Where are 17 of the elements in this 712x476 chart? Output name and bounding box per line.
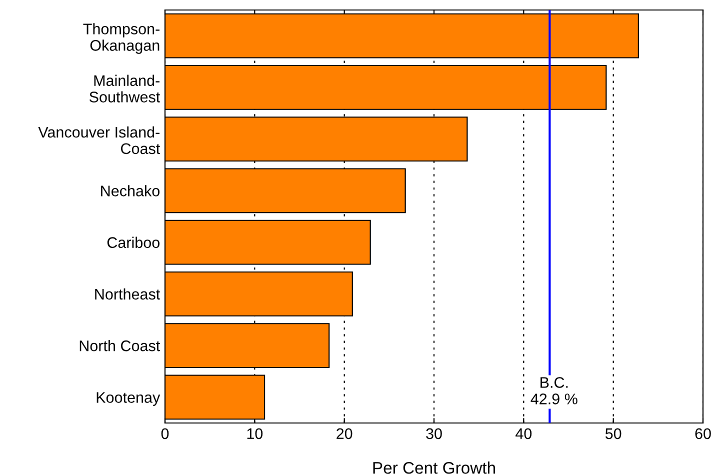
x-tick-label: 10 (247, 428, 263, 440)
x-tick-label: 50 (605, 428, 622, 440)
x-axis-title: Per Cent Growth (373, 462, 495, 474)
y-tick-label: Mainland- Southwest (90, 74, 160, 102)
x-tick-label: 40 (516, 428, 532, 440)
x-tick-label: 60 (695, 428, 711, 440)
y-tick-label: Northeast (95, 288, 160, 300)
ref-line-label: B.C. 42.9 % (530, 377, 578, 404)
x-tick-label: 30 (426, 428, 442, 440)
x-tick-label: 0 (161, 428, 169, 440)
y-tick-label: Cariboo (107, 236, 160, 248)
y-tick-label: Vancouver Island- Coast (38, 126, 160, 154)
x-tick-label: 20 (336, 428, 352, 440)
y-tick-label: Thompson- Okanagan (83, 23, 160, 54)
y-tick-label: North Coast (80, 340, 160, 352)
y-tick-label: Kootenay (96, 392, 160, 406)
y-tick-label: Nechako (101, 185, 160, 196)
